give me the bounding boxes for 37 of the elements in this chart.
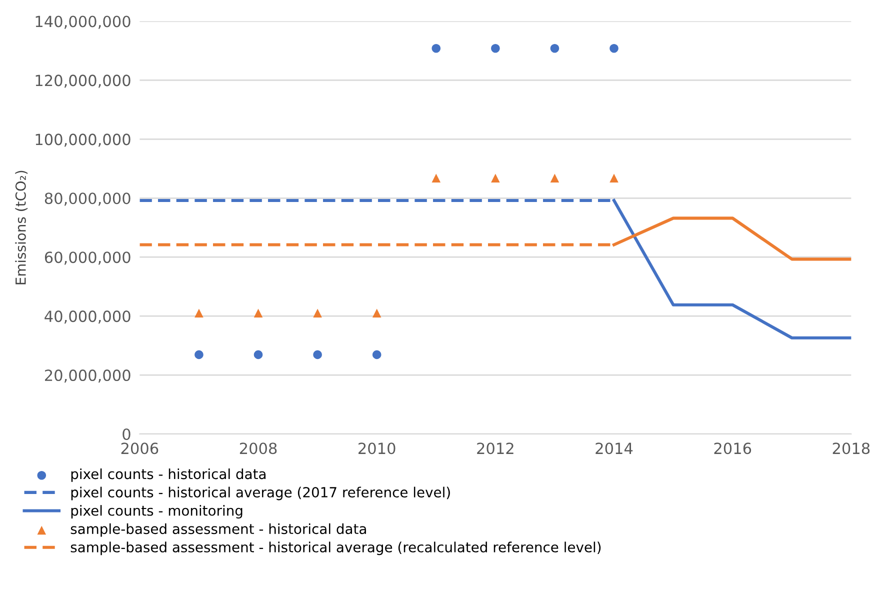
x-tick-label: 2012 (477, 442, 514, 454)
point (491, 174, 500, 182)
point (610, 174, 618, 182)
point (550, 44, 560, 53)
point (610, 44, 618, 53)
point (372, 308, 382, 318)
point (194, 350, 204, 360)
x-tick-label: 2008 (240, 442, 277, 454)
point (491, 44, 500, 53)
point (313, 350, 322, 360)
y-tick-label: 140,000,000 (36, 16, 130, 29)
y-tick-label: 80,000,000 (44, 192, 130, 206)
y-tick-label: 60,000,000 (44, 252, 130, 265)
legend-label: sample-based assessment - historical data (70, 523, 366, 537)
point (254, 308, 263, 318)
point (194, 308, 204, 318)
point (432, 174, 441, 182)
x-tick-label: 2006 (121, 442, 158, 454)
legend-label: sample-based assessment - historical average (recalculated reference level) (70, 542, 601, 556)
legend-label: pixel counts - monitoring (71, 505, 242, 518)
y-axis-title: Emissions (tCO₂) (15, 170, 28, 284)
point (550, 174, 560, 182)
point (372, 350, 382, 360)
point (313, 308, 322, 318)
y-tick-label: 20,000,000 (44, 370, 130, 383)
x-tick-label: 2014 (596, 442, 633, 454)
point (254, 350, 263, 360)
point (432, 44, 441, 53)
x-tick-label: 2018 (832, 442, 870, 454)
legend-label: pixel counts - historical average (2017 reference level) (71, 486, 450, 500)
x-tick-label: 2010 (358, 442, 396, 454)
y-tick-label: 120,000,000 (36, 74, 130, 88)
y-tick-label: 0 (122, 428, 130, 440)
y-tick-label: 40,000,000 (44, 310, 130, 324)
x-tick-label: 2016 (714, 442, 752, 454)
y-tick-label: 100,000,000 (36, 134, 130, 147)
legend-label: pixel counts - historical data (71, 468, 266, 482)
